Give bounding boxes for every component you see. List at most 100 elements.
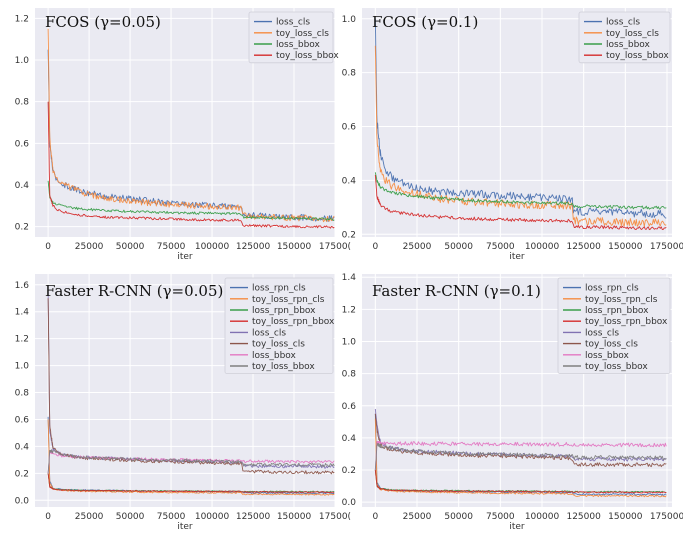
legend-label: loss_rpn_bbox bbox=[252, 306, 316, 316]
series-line-loss-cls bbox=[374, 18, 667, 219]
y-tick-label: 0.8 bbox=[15, 389, 30, 399]
y-tick-label: 0.2 bbox=[342, 230, 356, 240]
y-tick-label: 0.6 bbox=[15, 139, 30, 149]
legend-box bbox=[224, 277, 334, 374]
x-tick-label: 0 bbox=[372, 512, 378, 522]
legend-label: loss_bbox bbox=[585, 351, 630, 361]
y-tick-label: 1.0 bbox=[342, 15, 357, 25]
x-tick-label: 100000 bbox=[195, 242, 230, 252]
x-tick-label: 150000 bbox=[277, 242, 312, 252]
legend-label: toy_loss_bbox bbox=[606, 51, 669, 61]
y-tick-label: 1.2 bbox=[15, 335, 29, 345]
legend-label: loss_rpn_cls bbox=[585, 284, 639, 294]
panel-title: Faster R-CNN (γ=0.05) bbox=[45, 282, 223, 300]
x-tick-label: 50000 bbox=[116, 242, 145, 252]
x-tick-label: 150000 bbox=[608, 512, 643, 522]
x-tick-label: 175000 bbox=[650, 242, 683, 252]
x-tick-label: 75000 bbox=[486, 242, 515, 252]
y-tick-label: 1.4 bbox=[342, 273, 357, 283]
legend-label: loss_cls bbox=[606, 18, 640, 28]
x-tick-label: 50000 bbox=[116, 512, 145, 522]
y-tick-label: 1.2 bbox=[15, 14, 29, 24]
y-tick-label: 0.0 bbox=[15, 496, 30, 506]
legend-label: toy_loss_rpn_bbox bbox=[252, 317, 335, 327]
x-axis-label: iter bbox=[509, 252, 525, 262]
x-tick-label: 100000 bbox=[195, 512, 230, 522]
legend: loss_rpn_clstoy_loss_rpn_clsloss_rpn_bbo… bbox=[224, 277, 335, 374]
series-line-toy-loss-rpn-cls bbox=[374, 418, 667, 498]
x-tick-label: 175000 bbox=[650, 512, 683, 522]
series-line-toy-loss-cls bbox=[374, 413, 667, 468]
series-line-toy-loss-bbox bbox=[47, 101, 335, 229]
y-tick-label: 0.8 bbox=[342, 69, 357, 79]
chart-panel-4: 0.0 0.2 0.4 0.6 0.8 1.0 1.2 1.4 0 25000 50000 75000… bbox=[342, 273, 683, 532]
legend: loss_rpn_clstoy_loss_rpn_clsloss_rpn_bbo… bbox=[557, 277, 671, 374]
chart-panel-1: 0.2 0.4 0.6 0.8 1.0 1.2 0 25000 50000 75000 100000… bbox=[15, 8, 351, 262]
x-axis-label: iter bbox=[177, 522, 193, 532]
x-tick-label: 75000 bbox=[157, 512, 186, 522]
y-tick-label: 1.0 bbox=[342, 337, 357, 347]
series-line-loss-bbox bbox=[374, 172, 667, 210]
legend-box bbox=[557, 277, 671, 374]
x-axis-label: iter bbox=[509, 522, 525, 532]
y-tick-label: 1.2 bbox=[342, 305, 356, 315]
legend-label: loss_rpn_cls bbox=[252, 284, 306, 294]
x-tick-label: 25000 bbox=[75, 242, 104, 252]
legend-label: toy_loss_bbox bbox=[585, 362, 648, 372]
series-line-toy-loss-rpn-bbox bbox=[374, 469, 667, 494]
series-lines bbox=[374, 18, 667, 231]
x-tick-label: 25000 bbox=[403, 242, 432, 252]
legend-label: toy_loss_rpn_cls bbox=[252, 295, 325, 305]
y-tick-label: 0.6 bbox=[342, 123, 357, 133]
legend-label: toy_loss_cls bbox=[276, 29, 329, 39]
y-tick-label: 0.2 bbox=[15, 469, 29, 479]
y-tick-label: 1.0 bbox=[15, 56, 30, 66]
series-line-toy-loss-cls bbox=[47, 298, 335, 475]
x-tick-label: 125000 bbox=[236, 512, 271, 522]
x-tick-label: 0 bbox=[45, 512, 51, 522]
legend: loss_clstoy_loss_clsloss_bboxtoy_loss_bb… bbox=[248, 11, 339, 64]
legend-label: toy_loss_bbox bbox=[252, 362, 315, 372]
legend-label: toy_loss_bbox bbox=[276, 51, 339, 61]
y-tick-label: 0.6 bbox=[15, 415, 30, 425]
x-tick-label: 100000 bbox=[525, 242, 560, 252]
legend-box bbox=[248, 11, 334, 64]
x-tick-label: 75000 bbox=[157, 242, 186, 252]
legend-label: loss_cls bbox=[276, 18, 310, 28]
legend-label: toy_loss_rpn_cls bbox=[585, 295, 658, 305]
legend-label: loss_rpn_bbox bbox=[585, 306, 649, 316]
x-tick-label: 17500( bbox=[319, 512, 351, 522]
x-tick-label: 75000 bbox=[486, 512, 515, 522]
legend: loss_clstoy_loss_clsloss_bboxtoy_loss_bb… bbox=[578, 11, 671, 64]
x-tick-label: 125000 bbox=[566, 512, 601, 522]
x-tick-label: 0 bbox=[372, 242, 378, 252]
y-tick-label: 0.8 bbox=[15, 98, 30, 108]
x-tick-label: 125000 bbox=[566, 242, 601, 252]
x-tick-label: 125000 bbox=[236, 242, 271, 252]
y-tick-label: 0.4 bbox=[15, 442, 30, 452]
chart-panel-2: 0.2 0.4 0.6 0.8 1.0 0 25000 50000 75000 100000 125… bbox=[342, 8, 683, 262]
y-tick-label: 1.6 bbox=[15, 281, 30, 291]
y-tick-label: 1.4 bbox=[15, 308, 30, 318]
y-tick-label: 0.4 bbox=[342, 176, 357, 186]
y-tick-label: 1.0 bbox=[15, 362, 30, 372]
legend-label: loss_bbox bbox=[276, 40, 321, 50]
x-tick-label: 150000 bbox=[277, 512, 312, 522]
x-tick-label: 25000 bbox=[75, 512, 104, 522]
y-tick-label: 0.6 bbox=[342, 402, 357, 412]
legend-label: loss_bbox bbox=[252, 351, 297, 361]
x-tick-label: 100000 bbox=[525, 512, 560, 522]
series-line-loss-bbox bbox=[47, 180, 335, 221]
x-tick-label: 17500( bbox=[319, 242, 351, 252]
series-line-toy-loss-rpn-bbox bbox=[47, 473, 335, 494]
panel-title: FCOS (γ=0.05) bbox=[45, 13, 161, 31]
y-tick-label: 0.4 bbox=[15, 181, 30, 191]
legend-label: loss_bbox bbox=[606, 40, 651, 50]
x-tick-label: 25000 bbox=[403, 512, 432, 522]
y-tick-label: 0.2 bbox=[15, 223, 29, 233]
x-axis-label: iter bbox=[177, 252, 193, 262]
x-tick-label: 150000 bbox=[608, 242, 643, 252]
legend-label: toy_loss_cls bbox=[585, 340, 638, 350]
series-line-toy-loss-bbox bbox=[47, 449, 335, 474]
